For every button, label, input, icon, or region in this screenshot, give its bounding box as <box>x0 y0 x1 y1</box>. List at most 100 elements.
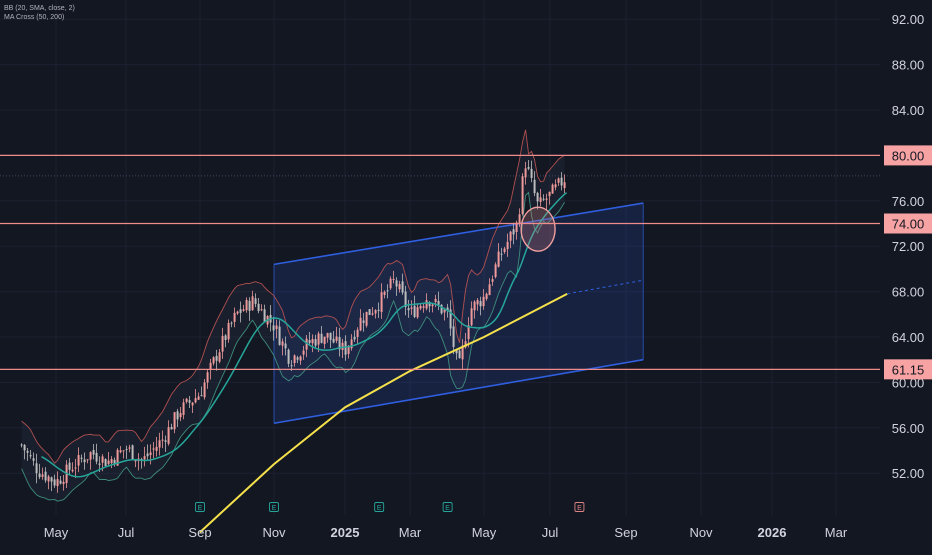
candle-body <box>131 445 134 460</box>
candle-body <box>479 301 482 307</box>
candle-body <box>488 284 491 296</box>
candle-body <box>296 357 299 360</box>
candle-body <box>239 309 242 313</box>
candle-body <box>329 332 332 340</box>
candle-body <box>260 309 263 311</box>
candle-body <box>89 452 92 460</box>
candle-body <box>518 214 521 224</box>
candle-body <box>440 304 443 314</box>
earnings-icon-label: E <box>577 505 582 512</box>
candle-body <box>152 448 155 450</box>
candle-body <box>170 427 173 430</box>
candle-body <box>35 463 38 474</box>
ma-50-line <box>41 192 568 478</box>
candle-body <box>416 307 419 318</box>
candle-body <box>41 474 44 477</box>
candle-body <box>509 231 512 241</box>
candle-body <box>554 184 557 188</box>
candle-body <box>425 300 428 309</box>
candle-body <box>335 336 338 341</box>
price-level-tag: 74.00 <box>884 213 932 234</box>
candle-body <box>293 355 296 364</box>
candle-body <box>389 278 392 289</box>
bollinger-bands-legend[interactable]: BB (20, SMA, close, 2) <box>4 5 75 12</box>
candle-body <box>350 339 353 349</box>
rising-channel-fill <box>274 203 644 424</box>
earnings-icon-frame <box>574 502 585 512</box>
candle-body <box>545 198 548 200</box>
candle-body <box>254 298 257 304</box>
ma-cross-legend[interactable]: MA Cross (50, 200) <box>4 14 65 21</box>
candle-body <box>362 320 365 323</box>
candle-body <box>227 322 230 340</box>
candle-body <box>113 459 116 464</box>
candle-body <box>119 450 122 453</box>
candle-body <box>221 335 224 352</box>
candle-body <box>71 469 74 472</box>
candle-body <box>104 459 107 466</box>
candle-body <box>83 459 86 463</box>
candle-body <box>167 427 170 444</box>
candle-body <box>128 447 131 449</box>
price-level-tag: 80.00 <box>884 145 932 166</box>
candle-body <box>218 352 221 362</box>
price-level-tag-label: 80.00 <box>892 148 925 163</box>
candle-body <box>251 296 254 311</box>
candle-body <box>44 471 47 481</box>
candle-body <box>203 382 206 398</box>
candle-body <box>29 455 32 457</box>
earnings-icon-label: E <box>272 505 277 512</box>
candle-body <box>20 444 23 446</box>
time-axis-tick-label: May <box>44 525 69 540</box>
candle-body <box>386 290 389 292</box>
candle-body <box>521 176 524 214</box>
candle-body <box>512 229 515 235</box>
candle-body <box>395 280 398 287</box>
candle-body <box>341 342 344 350</box>
price-axis-tick-label: 92.00 <box>892 12 925 27</box>
candle-body <box>47 476 50 482</box>
price-level-tag-bg <box>884 213 932 234</box>
candle-body <box>398 284 401 290</box>
candle-body <box>257 303 260 312</box>
candle-body <box>497 251 500 267</box>
candle-body <box>248 300 251 311</box>
time-axis-tick-label: Jul <box>542 525 559 540</box>
candle-body <box>98 463 101 465</box>
candle-body <box>188 400 191 403</box>
candle-body <box>146 453 149 457</box>
candle-body <box>557 178 560 183</box>
candle-body <box>59 480 62 484</box>
time-axis-tick-label: Sep <box>188 525 211 540</box>
candle-body <box>377 309 380 311</box>
candle-body <box>530 168 533 178</box>
candle-body <box>323 336 326 345</box>
candle-body <box>308 340 311 343</box>
candle-body <box>392 278 395 280</box>
candle-body <box>551 184 554 194</box>
candle-body <box>161 439 164 441</box>
candle-body <box>446 307 449 311</box>
candle-body <box>197 396 200 400</box>
candle-body <box>230 322 233 324</box>
candle-body <box>245 299 248 311</box>
candle-body <box>332 338 335 343</box>
time-axis-tick-label: 2026 <box>758 525 787 540</box>
price-level-tag-bg <box>884 145 932 166</box>
candle-body <box>434 298 437 303</box>
candle-body <box>209 362 212 370</box>
candle-body <box>347 345 350 354</box>
candle-body <box>23 444 26 451</box>
candle-body <box>548 191 551 197</box>
candle-body <box>74 467 77 469</box>
time-axis-tick-label: Jul <box>118 525 135 540</box>
candle-body <box>500 253 503 255</box>
candle-body <box>116 449 119 466</box>
time-axis-tick-label: May <box>472 525 497 540</box>
candle-body <box>68 462 71 470</box>
earnings-icon-label: E <box>377 505 382 512</box>
candle-body <box>458 350 461 359</box>
candle-body <box>149 452 152 456</box>
